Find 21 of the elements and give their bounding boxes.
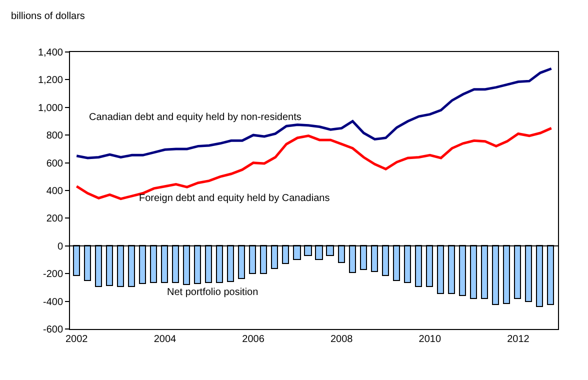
y-tick-label: 1,000 — [38, 102, 64, 114]
x-tick-label: 2002 — [65, 334, 88, 345]
series-label: Foreign debt and equity held by Canadians — [139, 193, 330, 204]
x-tick-label: 2010 — [418, 334, 442, 345]
x-tick-label: 2006 — [242, 334, 265, 345]
y-tick-label: 600 — [46, 158, 64, 170]
x-tick-label: 2012 — [507, 334, 530, 345]
series-label: Canadian debt and equity held by non-residents — [89, 112, 302, 123]
y-axis-title: billions of dollars — [11, 11, 85, 22]
y-tick-label: 1,400 — [38, 48, 64, 58]
y-tick-label: 1,200 — [38, 75, 64, 86]
y-tick-label: 200 — [46, 214, 64, 225]
x-tick-label: 2004 — [154, 334, 177, 345]
x-tick-label: 2008 — [330, 334, 354, 345]
y-tick-label: 0 — [57, 241, 64, 252]
y-tick-label: -600 — [42, 324, 64, 336]
y-tick-label: -400 — [42, 296, 64, 308]
y-tick-label: -200 — [42, 269, 64, 280]
y-tick-label: 800 — [46, 130, 64, 142]
y-tick-label: 400 — [46, 186, 64, 197]
series-label: Net portfolio position — [167, 287, 258, 298]
